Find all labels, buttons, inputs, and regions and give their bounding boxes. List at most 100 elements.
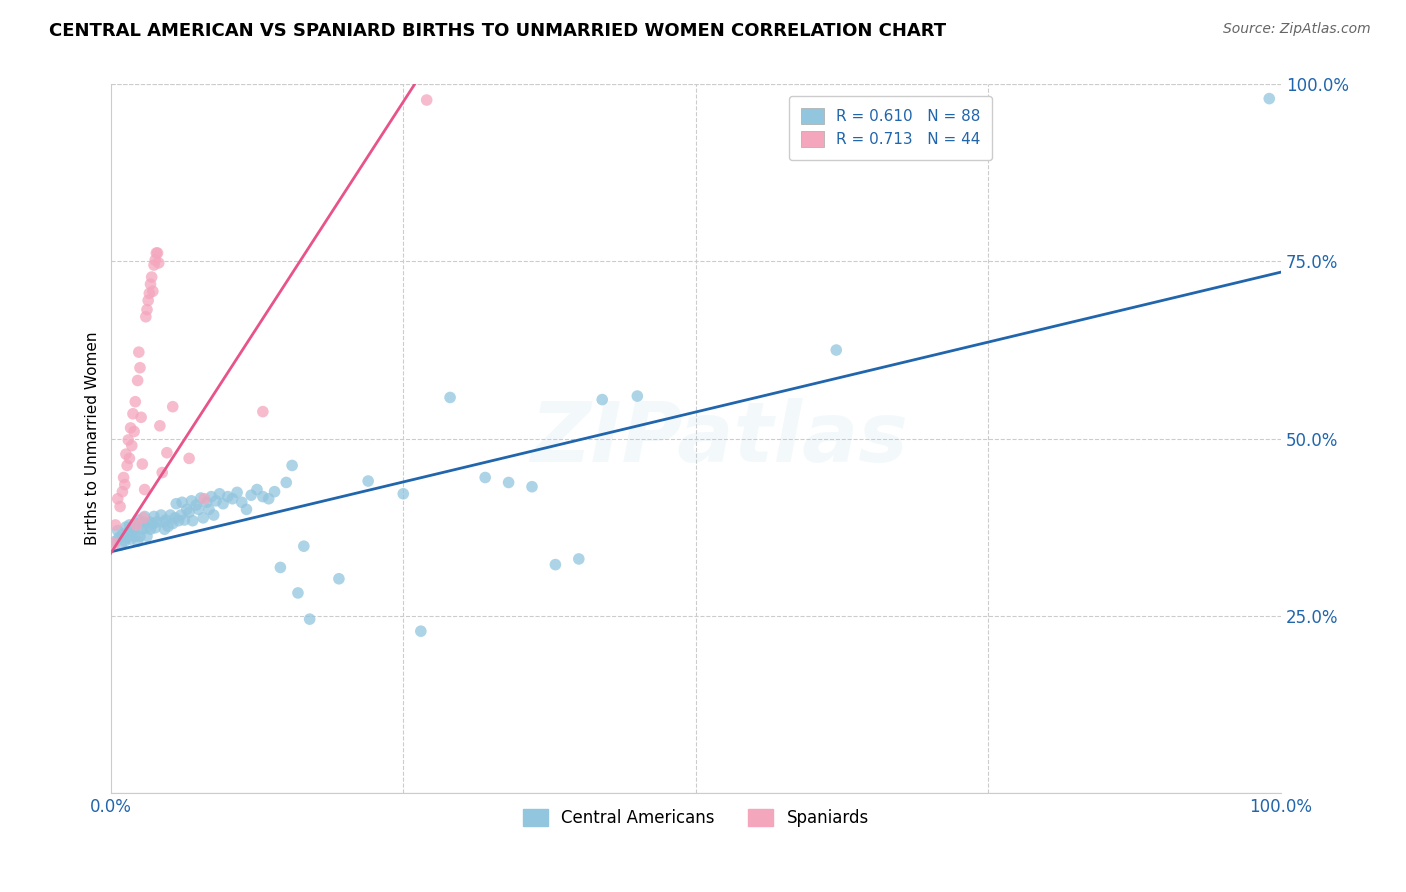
Point [131, 522, 153, 536]
Point [136, 293, 159, 308]
Point [142, 516, 165, 531]
Point [111, 527, 134, 541]
Point [520, 480, 543, 494]
Point [159, 508, 181, 522]
Point [108, 500, 131, 514]
Point [825, 343, 848, 357]
Point [179, 505, 201, 519]
Text: Source: ZipAtlas.com: Source: ZipAtlas.com [1223, 22, 1371, 37]
Point [200, 490, 222, 504]
Point [568, 552, 591, 566]
Point [145, 515, 167, 529]
Point [135, 521, 157, 535]
Point [165, 497, 187, 511]
Point [156, 446, 179, 460]
Point [111, 484, 134, 499]
Point [152, 515, 174, 529]
Point [125, 518, 148, 533]
Point [125, 516, 148, 531]
Point [129, 410, 152, 425]
Point [121, 439, 143, 453]
Point [195, 495, 218, 509]
Point [257, 491, 280, 506]
Point [205, 494, 228, 508]
Point [252, 404, 274, 418]
Point [165, 511, 187, 525]
Point [146, 246, 169, 260]
Point [173, 513, 195, 527]
Point [136, 302, 159, 317]
Point [115, 458, 138, 473]
Point [212, 497, 235, 511]
Point [148, 256, 170, 270]
Point [409, 624, 432, 639]
Point [392, 487, 415, 501]
Point [112, 470, 135, 484]
Point [143, 258, 166, 272]
Point [357, 474, 380, 488]
Point [115, 520, 138, 534]
Point [120, 421, 142, 435]
Point [132, 515, 155, 529]
Point [269, 560, 291, 574]
Point [115, 531, 138, 545]
Point [198, 502, 221, 516]
Point [246, 483, 269, 497]
Point [143, 253, 166, 268]
Point [103, 536, 125, 550]
Point [138, 515, 160, 529]
Point [124, 394, 146, 409]
Point [591, 392, 613, 407]
Point [122, 425, 145, 439]
Point [122, 407, 145, 421]
Point [121, 524, 143, 539]
Point [281, 458, 304, 473]
Point [263, 484, 285, 499]
Point [117, 433, 139, 447]
Point [226, 485, 249, 500]
Point [150, 508, 173, 522]
Point [120, 532, 142, 546]
Point [117, 524, 139, 539]
Point [129, 529, 152, 543]
Point [108, 531, 131, 545]
Point [162, 400, 184, 414]
Point [181, 514, 204, 528]
Point [439, 391, 461, 405]
Point [139, 277, 162, 292]
Point [240, 488, 263, 502]
Point [1258, 92, 1281, 106]
Point [287, 586, 309, 600]
Point [118, 451, 141, 466]
Point [202, 508, 225, 522]
Point [217, 490, 239, 504]
Point [127, 374, 149, 388]
Point [136, 529, 159, 543]
Point [498, 475, 520, 490]
Point [118, 518, 141, 533]
Point [191, 511, 214, 525]
Point [544, 558, 567, 572]
Point [252, 490, 274, 504]
Point [298, 612, 321, 626]
Point [128, 345, 150, 359]
Point [235, 502, 257, 516]
Point [626, 389, 648, 403]
Point [142, 285, 165, 299]
Point [143, 509, 166, 524]
Point [415, 93, 437, 107]
Point [114, 534, 136, 549]
Point [150, 466, 173, 480]
Point [129, 360, 152, 375]
Point [328, 572, 350, 586]
Point [143, 521, 166, 535]
Point [153, 522, 176, 536]
Text: CENTRAL AMERICAN VS SPANIARD BIRTHS TO UNMARRIED WOMEN CORRELATION CHART: CENTRAL AMERICAN VS SPANIARD BIRTHS TO U… [49, 22, 946, 40]
Point [474, 470, 496, 484]
Point [134, 483, 156, 497]
Point [107, 524, 129, 538]
Point [104, 518, 127, 533]
Point [186, 498, 208, 512]
Y-axis label: Births to Unmarried Women: Births to Unmarried Women [86, 332, 100, 545]
Point [176, 502, 198, 516]
